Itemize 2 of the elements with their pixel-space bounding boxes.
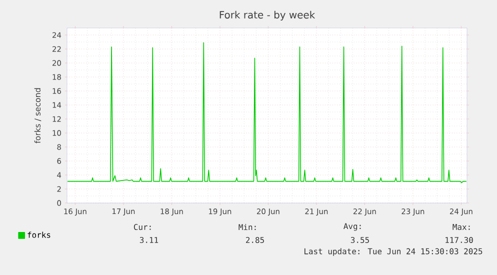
chart-title: Fork rate - by week bbox=[220, 10, 316, 21]
line-series bbox=[67, 42, 467, 184]
